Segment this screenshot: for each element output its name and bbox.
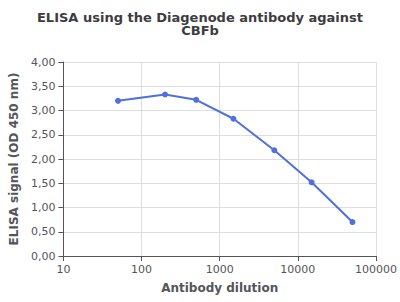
svg-text:1000: 1000 — [206, 263, 234, 276]
svg-text:4,00: 4,00 — [31, 56, 56, 69]
svg-text:10: 10 — [56, 263, 70, 276]
svg-text:Antibody dilution: Antibody dilution — [161, 281, 278, 295]
svg-text:1,00: 1,00 — [31, 201, 56, 214]
svg-text:ELISA using the Diagenode anti: ELISA using the Diagenode antibody again… — [37, 10, 363, 25]
svg-text:0,50: 0,50 — [31, 225, 56, 238]
svg-text:100: 100 — [131, 263, 152, 276]
svg-text:2,00: 2,00 — [31, 153, 56, 166]
svg-text:1,50: 1,50 — [31, 177, 56, 190]
svg-text:2,50: 2,50 — [31, 128, 56, 141]
svg-text:10000: 10000 — [280, 263, 315, 276]
svg-text:ELISA signal (OD 450 nm): ELISA signal (OD 450 nm) — [7, 73, 21, 246]
svg-text:3,50: 3,50 — [31, 80, 56, 93]
svg-text:CBFb: CBFb — [181, 23, 219, 38]
svg-text:100000: 100000 — [355, 263, 397, 276]
svg-text:0,00: 0,00 — [31, 250, 56, 263]
svg-text:3,00: 3,00 — [31, 104, 56, 117]
